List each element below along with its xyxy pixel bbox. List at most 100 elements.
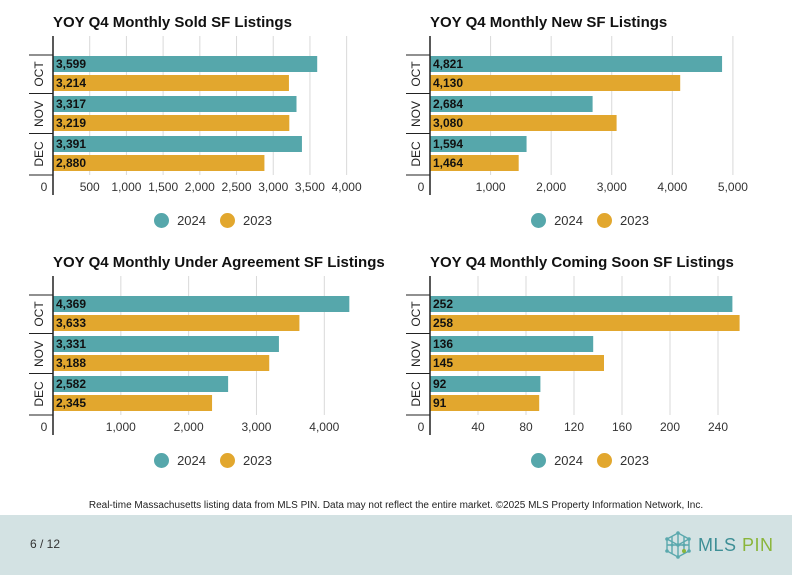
chart-legend: 2024 2023 <box>23 450 403 470</box>
bar-2024-nov <box>53 96 297 112</box>
chart-coming-soon: YOY Q4 Monthly Coming Soon SF Listings 2… <box>406 254 792 504</box>
bar-2024-oct <box>53 296 350 312</box>
category-label: NOV <box>409 341 423 367</box>
tick-label: 0 <box>418 180 425 194</box>
tick-label: 1,000 <box>476 180 506 194</box>
chart-title: YOY Q4 Monthly Under Agreement SF Listin… <box>53 254 385 271</box>
bar-2024-dec <box>53 376 229 392</box>
chart-new: YOY Q4 Monthly New SF Listings 4,821 4,13… <box>406 14 792 264</box>
chart-plot: 4,369 3,633 OCT 3,331 3,188 NOV 2,582 2,345 DEC 0… <box>29 276 350 435</box>
chart-title: YOY Q4 Monthly New SF Listings <box>430 14 668 31</box>
tick-label: 4,000 <box>657 180 687 194</box>
tick-label: 0 <box>41 420 48 434</box>
legend-swatch <box>597 212 612 228</box>
bar-2023-nov <box>53 355 270 371</box>
data-label: 2,582 <box>56 377 86 391</box>
legend-swatch <box>154 452 170 468</box>
data-label: 3,599 <box>56 57 86 71</box>
bar-2023-dec <box>430 155 519 171</box>
data-label: 145 <box>433 356 453 370</box>
legend-item: 2023 <box>597 452 649 468</box>
legend-label: 2023 <box>620 212 649 228</box>
tick-label: 2,000 <box>185 180 215 194</box>
bar-2024-dec <box>430 136 527 152</box>
legend-swatch <box>531 212 547 228</box>
category-label: OCT <box>32 61 46 87</box>
bar-2024-oct <box>430 296 733 312</box>
data-label: 1,464 <box>433 156 463 170</box>
data-label: 3,633 <box>56 316 86 330</box>
data-label: 258 <box>433 316 453 330</box>
data-label: 4,130 <box>433 76 463 90</box>
data-label: 2,684 <box>433 97 463 111</box>
tick-label: 3,000 <box>241 420 271 434</box>
category-label: DEC <box>409 141 423 167</box>
bar-2023-oct <box>53 75 289 91</box>
data-label: 4,821 <box>433 57 463 71</box>
legend-label: 2023 <box>243 212 272 228</box>
legend-label: 2024 <box>554 452 583 468</box>
tick-label: 200 <box>660 420 680 434</box>
logo-text-pin: PIN <box>742 534 774 555</box>
data-label: 3,214 <box>56 76 86 90</box>
category-label: NOV <box>409 101 423 127</box>
tick-label: 500 <box>80 180 100 194</box>
tick-label: 1,000 <box>111 180 141 194</box>
logo-text-mls: MLS <box>698 534 737 555</box>
legend-swatch <box>220 212 235 228</box>
bar-2023-nov <box>53 115 290 131</box>
tick-label: 2,000 <box>536 180 566 194</box>
legend-label: 2023 <box>243 452 272 468</box>
bar-2023-nov <box>430 115 617 131</box>
data-label: 3,188 <box>56 356 86 370</box>
bar-2024-nov <box>53 336 279 352</box>
bar-2024-nov <box>430 96 593 112</box>
chart-legend: 2024 2023 <box>400 450 780 470</box>
legend-label: 2023 <box>620 452 649 468</box>
category-label: OCT <box>409 301 423 327</box>
data-label: 2,880 <box>56 156 86 170</box>
data-label: 92 <box>433 377 447 391</box>
category-label: NOV <box>32 341 46 367</box>
legend-item: 2023 <box>597 212 649 228</box>
tick-label: 160 <box>612 420 632 434</box>
legend-item: 2024 <box>154 452 206 468</box>
data-label: 136 <box>433 337 453 351</box>
mls-pin-logo: MLS PIN <box>664 531 774 559</box>
legend-label: 2024 <box>177 452 206 468</box>
tick-label: 3,500 <box>295 180 325 194</box>
legend-item: 2023 <box>220 452 272 468</box>
category-label: OCT <box>409 61 423 87</box>
legend-item: 2024 <box>531 452 583 468</box>
category-label: DEC <box>409 381 423 407</box>
logo-text: MLS PIN <box>698 535 774 556</box>
legend-swatch <box>220 452 235 468</box>
bar-2023-dec <box>53 155 265 171</box>
category-label: DEC <box>32 381 46 407</box>
legend-swatch <box>154 212 170 228</box>
tick-label: 240 <box>708 420 728 434</box>
bar-2024-dec <box>53 136 302 152</box>
tick-label: 80 <box>519 420 533 434</box>
tick-label: 3,000 <box>597 180 627 194</box>
data-label: 3,219 <box>56 116 86 130</box>
bar-2023-nov <box>430 355 604 371</box>
bar-2023-dec <box>430 395 540 411</box>
tick-label: 4,000 <box>332 180 362 194</box>
legend-swatch <box>597 452 612 468</box>
chart-plot: 4,821 4,130 OCT 2,684 3,080 NOV 1,594 1,464 DEC 0… <box>406 36 748 195</box>
category-label: NOV <box>32 101 46 127</box>
data-label: 91 <box>433 396 447 410</box>
legend-item: 2023 <box>220 212 272 228</box>
tick-label: 3,000 <box>258 180 288 194</box>
chart-under-agreement: YOY Q4 Monthly Under Agreement SF Listin… <box>29 254 433 504</box>
legend-item: 2024 <box>154 212 206 228</box>
network-cube-icon <box>665 531 691 559</box>
bar-2024-oct <box>53 56 318 72</box>
bar-2023-oct <box>430 315 740 331</box>
bar-2024-dec <box>430 376 541 392</box>
legend-label: 2024 <box>177 212 206 228</box>
footnote: Real-time Massachusetts listing data fro… <box>88 500 704 511</box>
chart-plot: 252 258 OCT 136 145 NOV 92 91 DEC 0 40 80 120 160 200 2… <box>406 276 740 435</box>
chart-title: YOY Q4 Monthly Coming Soon SF Listings <box>430 254 734 271</box>
